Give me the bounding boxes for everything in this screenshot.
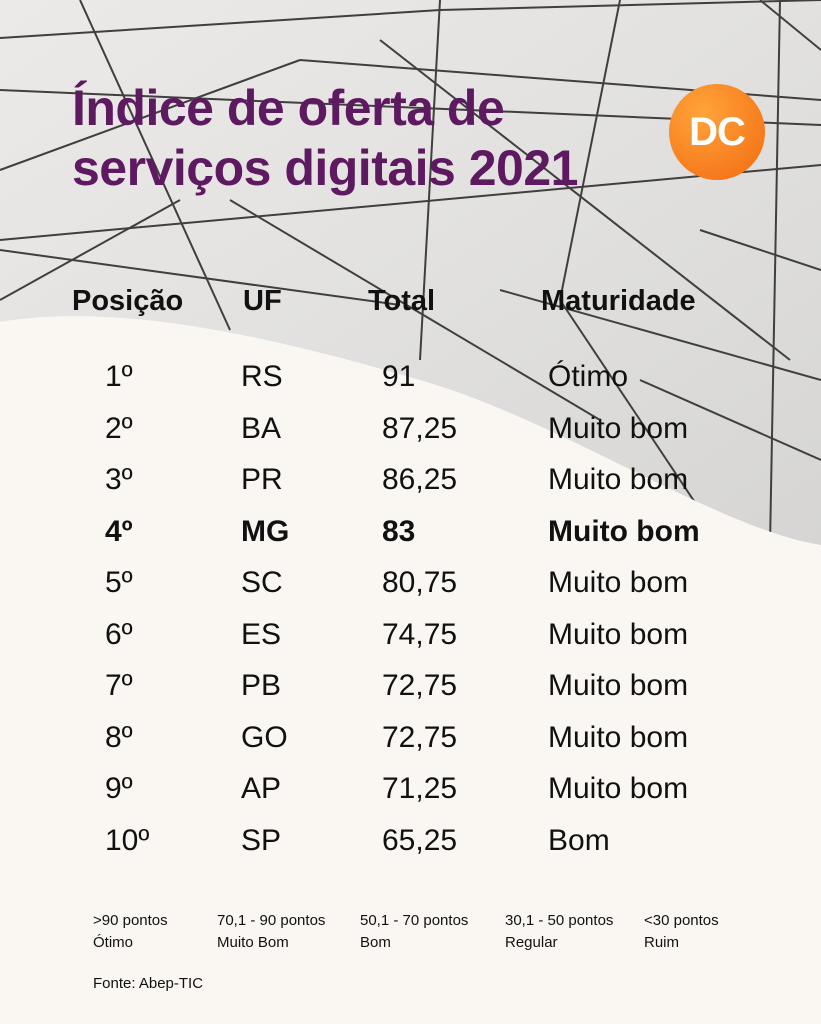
- header-uf: UF: [243, 285, 282, 317]
- cell-total: 83: [382, 514, 416, 548]
- cell-position: 9º: [105, 772, 133, 805]
- cell-uf: SP: [241, 823, 282, 857]
- cell-position: 3º: [105, 463, 133, 496]
- cell-maturity: Muito bom: [548, 463, 689, 496]
- legend-range: >90 pontos: [93, 912, 168, 929]
- header-maturity: Maturidade: [541, 285, 696, 317]
- cell-maturity: Ótimo: [548, 360, 629, 393]
- cell-uf: RS: [241, 360, 283, 393]
- cell-uf: PR: [241, 463, 283, 496]
- cell-uf: PB: [241, 669, 282, 702]
- legend-label: Bom: [360, 934, 391, 951]
- dc-logo: DC: [669, 84, 765, 180]
- cell-total: 71,25: [382, 772, 458, 805]
- cell-total: 72,75: [382, 669, 458, 702]
- cell-position: 5º: [105, 566, 133, 599]
- legend-bom: 50,1 - 70 pontos Bom: [360, 910, 468, 954]
- ceiling-area: [0, 0, 821, 545]
- legend-label: Ótimo: [93, 934, 134, 951]
- cell-total: 86,25: [382, 463, 458, 496]
- cell-position: 4º: [105, 514, 133, 548]
- cell-maturity: Muito bom: [548, 411, 689, 445]
- cell-maturity: Muito bom: [548, 566, 689, 599]
- cell-total: 72,75: [382, 720, 458, 754]
- cell-position: 1º: [105, 360, 133, 393]
- cell-maturity: Muito bom: [548, 617, 689, 651]
- title-line-2: serviços digitais 2021: [72, 140, 578, 196]
- legend-muito-bom: 70,1 - 90 pontos Muito Bom: [217, 910, 325, 954]
- cell-position: 10º: [105, 823, 150, 857]
- cell-maturity: Muito bom: [548, 720, 689, 754]
- legend-label: Regular: [505, 934, 558, 951]
- title-line-1: Índice de oferta de: [72, 80, 505, 136]
- cell-position: 7º: [105, 669, 133, 702]
- cell-uf: BA: [241, 411, 282, 445]
- cell-position: 6º: [105, 617, 133, 651]
- legend-label: Ruim: [644, 934, 680, 951]
- cell-uf: AP: [241, 772, 282, 805]
- legend-regular: 30,1 - 50 pontos Regular: [505, 910, 613, 954]
- header-total: Total: [368, 285, 436, 317]
- legend-ruim: <30 pontos Ruim: [644, 910, 719, 954]
- page-title: Índice de oferta de serviços digitais 20…: [72, 78, 578, 198]
- cell-uf: SC: [241, 566, 283, 599]
- cell-total: 87,25: [382, 411, 458, 445]
- cell-total: 74,75: [382, 617, 458, 651]
- cell-total: 80,75: [382, 566, 458, 599]
- cell-position: 2º: [105, 411, 133, 445]
- cell-total: 65,25: [382, 823, 458, 857]
- legend-range: 70,1 - 90 pontos: [217, 912, 326, 929]
- cell-uf: MG: [241, 514, 290, 548]
- source-note: Fonte: Abep-TIC: [93, 975, 204, 992]
- cell-uf: GO: [241, 720, 288, 754]
- cell-maturity: Muito bom: [548, 514, 700, 548]
- cell-maturity: Muito bom: [548, 669, 689, 702]
- legend-range: 50,1 - 70 pontos: [360, 912, 469, 929]
- cell-uf: ES: [241, 617, 282, 651]
- legend-label: Muito Bom: [217, 934, 289, 951]
- legend-range: 30,1 - 50 pontos: [505, 912, 614, 929]
- legend-otimo: >90 pontos Ótimo: [93, 910, 168, 954]
- header-position: Posição: [72, 285, 184, 317]
- cell-maturity: Muito bom: [548, 772, 689, 805]
- ceiling-beams: [0, 0, 821, 545]
- cell-maturity: Bom: [548, 823, 610, 857]
- cell-total: 91: [382, 360, 416, 393]
- legend-range: <30 pontos: [644, 912, 719, 929]
- cell-position: 8º: [105, 720, 133, 754]
